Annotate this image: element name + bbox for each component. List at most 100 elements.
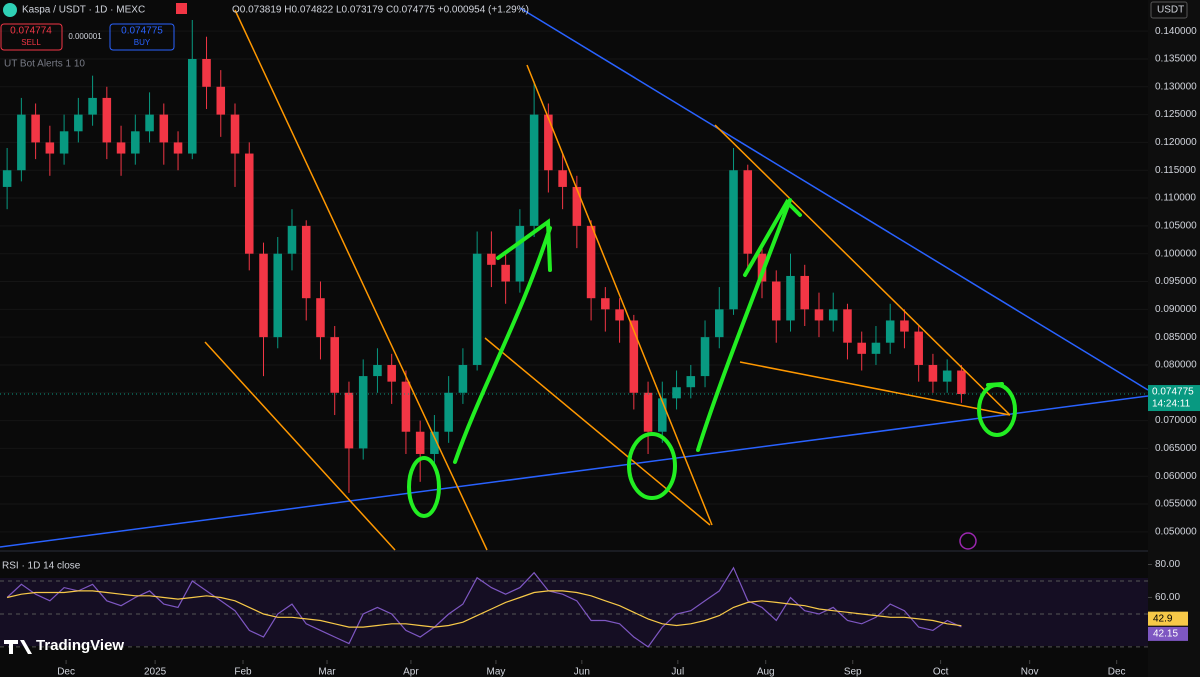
candle-body — [230, 114, 240, 154]
sell-button[interactable] — [0, 23, 63, 51]
sell-label: SELL — [21, 38, 41, 47]
candle-body — [529, 114, 539, 226]
candle-body — [159, 114, 169, 143]
candle-body — [145, 114, 154, 132]
x-tick-label: Nov — [1021, 667, 1039, 677]
candle-body — [786, 275, 795, 321]
ohlc-legend: O0.073819 H0.074822 L0.073179 C0.074775 … — [232, 5, 529, 16]
candle-body — [88, 97, 97, 115]
y-tick-label: 0.085000 — [1155, 332, 1197, 343]
candle-body — [757, 253, 767, 282]
highlight-circle — [627, 432, 677, 500]
candle-body — [601, 298, 610, 310]
x-tick-label: Jun — [574, 667, 590, 677]
y-tick-label: 0.110000 — [1155, 193, 1196, 204]
drawings — [0, 7, 1149, 551]
candle-body — [814, 309, 824, 321]
candle-body — [743, 170, 753, 254]
candle-body — [401, 381, 411, 432]
candle-body — [173, 142, 183, 154]
candle-body — [330, 337, 339, 393]
candle-body — [2, 170, 12, 187]
y-tick-label: 0.060000 — [1155, 471, 1197, 482]
last-price: 0.074775 — [1152, 387, 1194, 398]
y-tick-label: 0.135000 — [1155, 54, 1197, 65]
candle-body — [472, 253, 482, 365]
candle-body — [658, 398, 667, 432]
y-tick-label: 0.140000 — [1155, 26, 1197, 37]
candle-body — [202, 58, 211, 87]
rsi-badge — [1148, 626, 1188, 641]
candle-body — [729, 170, 738, 310]
trendline — [204, 341, 396, 551]
x-tick-label: Jul — [671, 667, 684, 677]
candle-body — [116, 142, 126, 154]
candle-body — [558, 170, 567, 187]
x-tick-label: Oct — [933, 667, 949, 677]
candle-body — [586, 225, 596, 299]
trendline — [714, 124, 1011, 416]
spread: 0.000001 — [68, 32, 102, 41]
x-tick-label: May — [486, 667, 505, 677]
candle-body — [259, 253, 268, 338]
candle-body — [188, 58, 197, 154]
logo-text: TradingView — [36, 637, 124, 654]
x-tick-label: 2025 — [144, 667, 167, 677]
candle-body — [771, 281, 781, 321]
candle-body — [871, 342, 881, 354]
candle-body — [216, 86, 226, 115]
buy-label: BUY — [134, 38, 151, 47]
y-tick-label: 0.050000 — [1155, 527, 1197, 538]
candle-body — [928, 364, 938, 382]
y-tick-label: 0.100000 — [1155, 248, 1197, 259]
trendline — [0, 395, 1149, 548]
sell-price: 0.074774 — [10, 26, 52, 37]
candle-body — [942, 370, 952, 382]
candle-body — [800, 275, 810, 310]
candle-body — [59, 131, 69, 154]
candle-body — [31, 114, 40, 143]
rsi-line — [6, 590, 962, 628]
candle-body — [316, 298, 325, 338]
candle-body — [444, 392, 453, 432]
candle-body — [843, 309, 852, 343]
trendline — [234, 9, 488, 551]
candle-body — [643, 392, 653, 432]
rsi-line — [6, 566, 962, 648]
candle-body — [857, 342, 866, 354]
highlight-circle — [407, 456, 441, 518]
trendline — [526, 64, 713, 526]
candle-body — [344, 392, 354, 449]
candle-body — [615, 309, 624, 321]
symbol-icon — [3, 3, 17, 17]
countdown: 14:24:11 — [1152, 399, 1191, 410]
logo-icon — [4, 640, 32, 654]
candle-body — [900, 320, 909, 332]
candle-body — [544, 114, 553, 171]
y-tick-label: 0.115000 — [1155, 165, 1196, 176]
y-tick-label: 0.080000 — [1155, 360, 1197, 371]
candle-body — [430, 431, 439, 454]
arrow — [696, 198, 802, 452]
y-tick-label: 0.070000 — [1155, 415, 1197, 426]
candle-body — [387, 364, 396, 382]
candle-body — [515, 225, 525, 282]
y-tick-label: 0.055000 — [1155, 499, 1197, 510]
symbol-title: Kaspa / USDT · 1D · MEXC — [22, 5, 145, 16]
rsi-band — [0, 578, 1148, 646]
buy-button[interactable] — [109, 23, 175, 51]
y-tick-label: 0.065000 — [1155, 443, 1197, 454]
candle-body — [131, 131, 140, 154]
marks — [0, 20, 1152, 664]
lightning-icon[interactable] — [959, 532, 977, 550]
buy-price: 0.074775 — [121, 26, 163, 37]
candle-body — [458, 364, 468, 393]
candle-body — [74, 114, 83, 132]
price-axis — [1148, 0, 1200, 677]
y-tick-label: 0.090000 — [1155, 304, 1197, 315]
currency: USDT — [1157, 5, 1184, 16]
x-tick-label: Apr — [403, 667, 419, 677]
candle-body — [715, 309, 724, 338]
candle-body — [301, 225, 311, 299]
trendline — [739, 361, 1011, 416]
